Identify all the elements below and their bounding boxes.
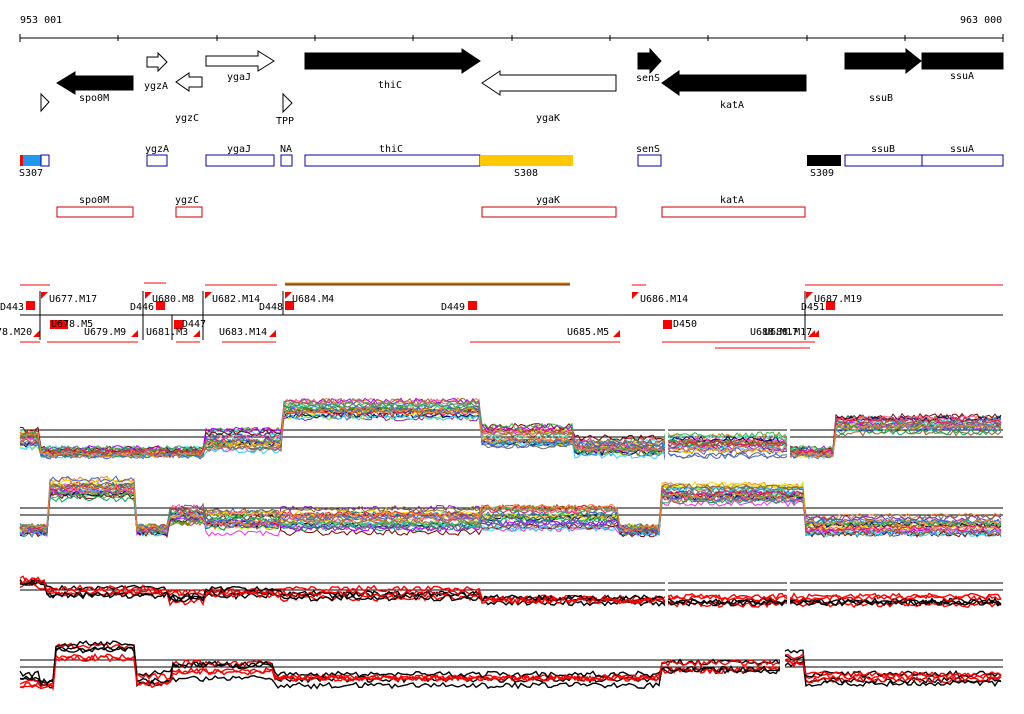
minus-box-ygaK[interactable]	[481, 206, 617, 218]
minus-box-katA[interactable]	[661, 206, 806, 218]
minus-track-label: ygzC	[175, 195, 199, 206]
gene-arrow-spo0M[interactable]	[56, 71, 134, 95]
gene-arrow-ygzA[interactable]	[146, 51, 168, 73]
gene-arrow-thiC[interactable]	[304, 48, 481, 74]
lower-feature-label: U681.M3	[146, 327, 188, 338]
upper-feature-label: D443	[0, 302, 24, 313]
minus-track-label: ygaK	[536, 195, 560, 206]
upper-feature-label: U677.M17	[49, 294, 97, 305]
minus-strand-annotation-track: spo0M ygzC ygaK katA	[56, 195, 806, 218]
upper-feature-label: U686.M14	[640, 294, 688, 305]
minus-track-label: spo0M	[79, 195, 109, 206]
feature-block-U678[interactable]	[50, 320, 68, 329]
plus-track-label: thiC	[379, 144, 403, 155]
gene-arrow-ygaJ[interactable]	[205, 50, 275, 72]
upper-feature-label: U684.M4	[292, 294, 334, 305]
ruler-start-label: 953 001	[20, 15, 62, 26]
gene-label: ygzA	[144, 81, 168, 92]
gene-label: ssuA	[950, 71, 974, 82]
plus-track-label: ssuB	[871, 144, 895, 155]
feature-block-D449[interactable]	[468, 301, 477, 310]
minus-track-label: katA	[720, 195, 744, 206]
upper-feature-label: D448	[259, 302, 283, 313]
ruler-end-label: 963 000	[960, 15, 1002, 26]
lower-feature-label: U678.M5	[51, 319, 93, 330]
feature-block-D443[interactable]	[26, 301, 35, 310]
summary-panel-plus-strand	[19, 575, 1003, 619]
gene-label: spo0M	[79, 93, 109, 104]
gene-label: ygzC	[175, 113, 199, 124]
gene-arrow-ygaK[interactable]	[481, 70, 617, 96]
lower-feature-label: U688.M17	[750, 327, 798, 338]
gene-label: katA	[720, 100, 744, 111]
terminator-marker-left	[40, 92, 50, 113]
gene-arrow-track	[40, 47, 1004, 114]
gene-label: ygaJ	[227, 72, 251, 83]
gene-label: senS	[636, 73, 660, 84]
upper-feature-label: U680.M8	[152, 294, 194, 305]
lower-feature-label: D450	[673, 319, 697, 330]
plus-box-ygzA[interactable]	[146, 154, 168, 167]
gene-label: ygaK	[536, 113, 560, 124]
plus-box-ssuA[interactable]	[921, 154, 1004, 167]
plus-track-label: ygaJ	[227, 144, 251, 155]
feature-block-D450[interactable]	[663, 320, 672, 329]
lower-feature-label: U679.M9	[84, 327, 126, 338]
coordinate-ruler: 953 001 963 000	[19, 15, 1004, 42]
feature-block-D448[interactable]	[285, 301, 294, 310]
summary-panel-minus-strand	[19, 640, 1003, 699]
upper-feature-label: D446	[130, 302, 154, 313]
lower-feature-label: D447	[182, 319, 206, 330]
lower-feature-label: U685.M5	[567, 327, 609, 338]
plus-track-label: ssuA	[950, 144, 974, 155]
plus-box-senS[interactable]	[637, 154, 662, 167]
lower-feature-label: U683.M14	[219, 327, 267, 338]
segment-label: S309	[810, 168, 834, 179]
gene-arrow-katA[interactable]	[661, 70, 807, 96]
upper-feature-label: D449	[441, 302, 465, 313]
upper-feature-label: U682.M14	[212, 294, 260, 305]
segment-label: S308	[514, 168, 538, 179]
gene-arrow-ssuA[interactable]	[921, 52, 1004, 70]
upper-feature-label: D451	[801, 302, 825, 313]
plus-track-label: ygzA	[145, 144, 169, 155]
gene-arrow-ygzC[interactable]	[175, 72, 203, 92]
segment-S308[interactable]	[480, 155, 573, 166]
segment-label: S307	[19, 168, 43, 179]
minus-box-spo0M[interactable]	[56, 206, 134, 218]
gene-arrow-ssuB[interactable]	[844, 47, 922, 75]
plus-box-NA[interactable]	[280, 154, 293, 167]
feature-block-D447[interactable]	[174, 320, 183, 329]
minus-box-ygzC[interactable]	[175, 206, 203, 218]
feature-block-D451[interactable]	[826, 301, 835, 310]
tpp-riboswitch-marker[interactable]	[282, 92, 293, 114]
gene-label: TPP	[276, 116, 294, 127]
gene-label: ssuB	[869, 93, 893, 104]
plus-box-ygaJ[interactable]	[205, 154, 275, 167]
gene-label: thiC	[378, 80, 402, 91]
upper-feature-label: U687.M19	[814, 294, 862, 305]
gene-arrow-labels: spo0M ygzA ygzC ygaJ TPP thiC ygaK senS …	[79, 71, 974, 127]
expression-panel-plus-strand	[19, 391, 1003, 466]
feature-block-D446[interactable]	[156, 301, 165, 310]
segment-S309[interactable]	[807, 155, 841, 166]
segment-S307[interactable]	[20, 155, 41, 166]
lower-feature-label: 78.M20	[0, 327, 32, 338]
plus-track-label: NA	[280, 144, 292, 155]
plus-box-thiC[interactable]	[304, 154, 481, 167]
expression-panel-minus-strand	[19, 475, 1003, 539]
transcription-feature-track: D443 U677.M17 D446 U680.M8 U682.M14 D448…	[0, 282, 1003, 349]
plus-strand-annotation-track: ygzA ygaJ NA thiC senS ssuB ssuA S307 S3…	[19, 144, 1004, 179]
gene-arrow-senS[interactable]	[637, 47, 662, 75]
plus-track-label: senS	[636, 144, 660, 155]
plus-box-ssuB[interactable]	[844, 154, 923, 167]
lower-feature-label: U688.M17	[764, 327, 812, 338]
